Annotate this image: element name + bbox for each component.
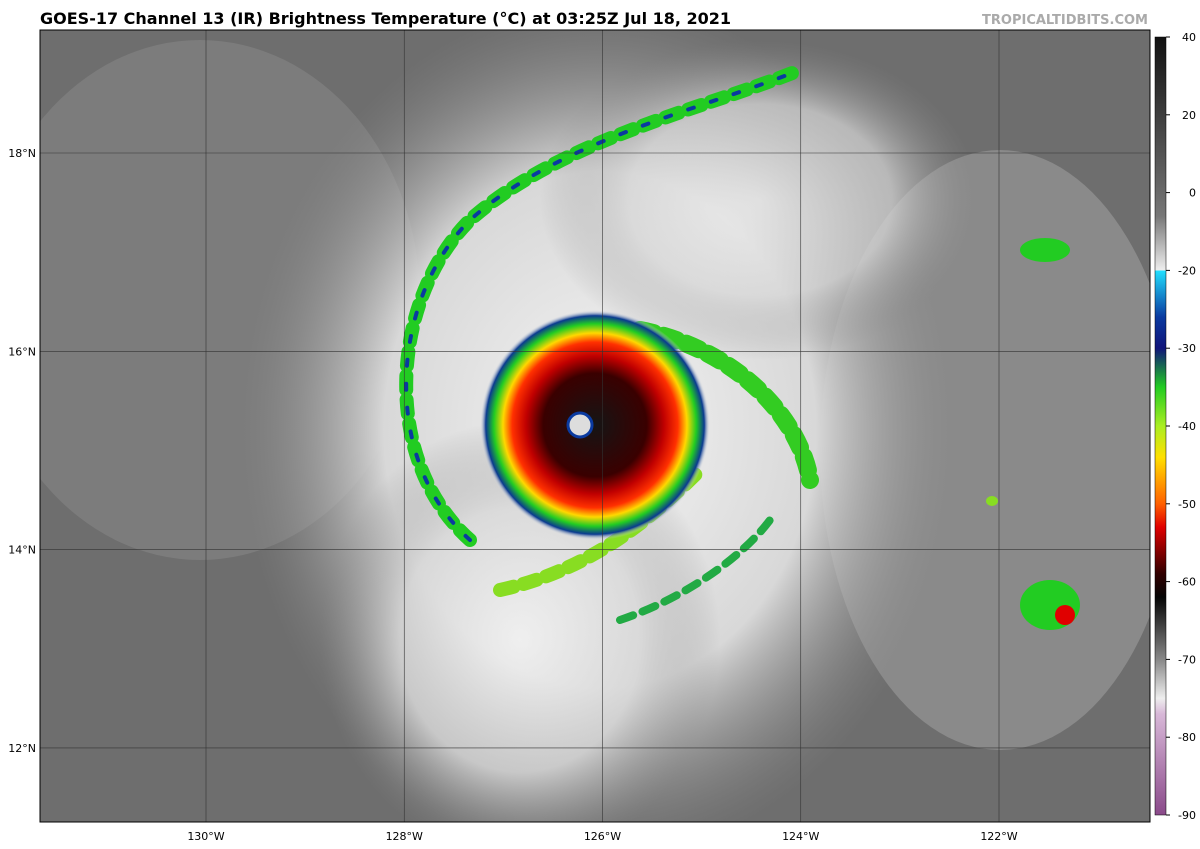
colorbar-label: -20 <box>1178 264 1196 277</box>
colorbar-label: -50 <box>1178 498 1196 511</box>
title: GOES-17 Channel 13 (IR) Brightness Tempe… <box>40 9 731 28</box>
colorbar-label: -60 <box>1178 576 1196 589</box>
colorbar-label: 40 <box>1182 31 1196 44</box>
colorbar-label: -70 <box>1178 653 1196 666</box>
credit: TROPICALTIDBITS.COM <box>982 13 1148 28</box>
colorbar-label: 0 <box>1189 187 1196 200</box>
lat-label: 12°N <box>8 742 36 755</box>
lon-label: 124°W <box>782 830 819 843</box>
colorbar-label: -40 <box>1178 420 1196 433</box>
lat-label: 16°N <box>8 345 36 358</box>
lat-label: 18°N <box>8 147 36 160</box>
map-frame <box>39 29 1151 823</box>
lon-label: 122°W <box>980 830 1017 843</box>
colorbar-label: -80 <box>1178 731 1196 744</box>
satellite-image <box>40 30 1150 822</box>
graticule: 130°W 128°W 126°W 124°W 122°W 18°N 16°N 14°N 12°… <box>8 30 1150 843</box>
colorbar-label: 20 <box>1182 109 1196 122</box>
lon-label: 126°W <box>584 830 621 843</box>
colorbar-label: -90 <box>1178 809 1196 822</box>
colorbar <box>1154 36 1167 816</box>
colorbar-ticks: 40 20 0 -20 -30 -40 -50 -60 -70 -80 -90 <box>1166 31 1196 822</box>
colorbar-label: -30 <box>1178 342 1196 355</box>
lon-label: 130°W <box>187 830 224 843</box>
lat-label: 14°N <box>8 544 36 557</box>
lon-label: 128°W <box>386 830 423 843</box>
